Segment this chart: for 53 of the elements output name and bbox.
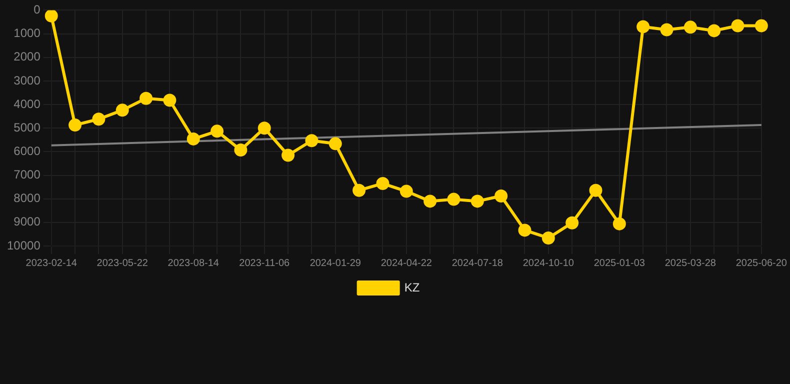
point xyxy=(660,23,674,36)
point xyxy=(376,177,390,190)
y-tick-label: 9000 xyxy=(14,214,41,229)
x-tick-label: 2023-08-14 xyxy=(168,258,220,269)
point xyxy=(494,190,508,203)
point xyxy=(612,217,626,230)
point xyxy=(305,134,318,148)
point xyxy=(684,20,697,34)
point xyxy=(542,231,555,244)
y-tick-label: 1000 xyxy=(14,26,41,40)
legend-label: KZ xyxy=(404,280,420,294)
y-tick-label: 10000 xyxy=(6,238,41,252)
point xyxy=(731,19,744,32)
x-tick-label: 2024-07-18 xyxy=(452,258,504,269)
x-tick-label: 2023-05-22 xyxy=(96,258,148,269)
point xyxy=(589,184,602,197)
y-tick-label: 7000 xyxy=(14,168,41,182)
point xyxy=(328,137,342,150)
point xyxy=(754,19,768,32)
point xyxy=(163,94,176,107)
x-tick-label: 2023-11-06 xyxy=(239,258,290,269)
y-tick-label: 8000 xyxy=(14,191,41,206)
point xyxy=(470,194,484,208)
x-tick-label: 2024-04-22 xyxy=(380,258,432,269)
point xyxy=(708,24,721,38)
x-tick-label: 2025-06-20 xyxy=(736,258,788,269)
point xyxy=(210,124,224,138)
y-tick-label: 0 xyxy=(34,2,41,17)
y-tick-label: 4000 xyxy=(14,96,41,111)
point xyxy=(447,192,460,206)
point xyxy=(566,216,579,230)
point xyxy=(258,122,271,135)
x-tick-label: 2024-10-10 xyxy=(522,258,574,269)
x-tick-label: 2025-03-28 xyxy=(664,258,716,269)
point xyxy=(116,104,129,117)
point xyxy=(234,144,248,157)
x-tick-label: 2025-01-03 xyxy=(594,258,646,269)
point xyxy=(636,20,650,34)
point xyxy=(68,118,82,132)
point xyxy=(400,184,413,198)
point xyxy=(186,132,200,146)
point xyxy=(518,224,532,237)
y-tick-label: 5000 xyxy=(14,120,41,134)
point xyxy=(92,112,106,126)
point xyxy=(140,92,153,105)
point xyxy=(282,148,295,162)
y-tick-label: 3000 xyxy=(14,73,41,88)
x-tick-label: 2023-02-14 xyxy=(26,258,78,269)
y-tick-label: 2000 xyxy=(14,50,41,64)
point xyxy=(352,184,366,197)
y-tick-label: 6000 xyxy=(14,144,41,158)
point xyxy=(424,194,437,208)
x-tick-label: 2024-01-29 xyxy=(310,258,362,269)
